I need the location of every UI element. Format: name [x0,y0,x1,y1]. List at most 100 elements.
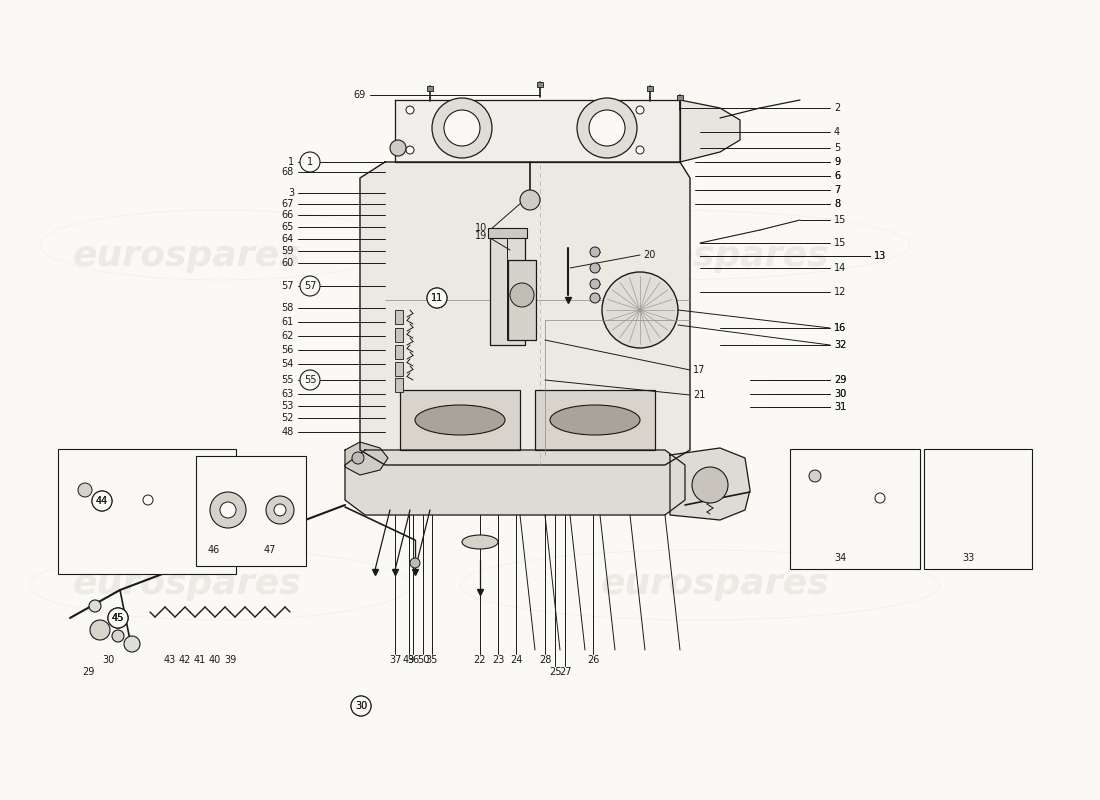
Text: 65: 65 [282,222,294,232]
Text: 15: 15 [834,215,846,225]
Circle shape [406,146,414,154]
Text: 30: 30 [355,701,367,711]
Text: 31: 31 [834,402,846,412]
Circle shape [352,452,364,464]
Circle shape [427,288,447,308]
Bar [647,86,653,91]
Circle shape [351,696,371,716]
Circle shape [89,600,101,612]
Circle shape [108,608,128,628]
Text: 6: 6 [834,171,840,181]
Text: 22: 22 [474,655,486,665]
Text: 41: 41 [194,655,206,665]
Circle shape [406,106,414,114]
Circle shape [92,491,112,511]
Bar [924,449,1032,569]
Text: 8: 8 [834,199,840,209]
Text: 1: 1 [307,157,314,167]
Circle shape [602,272,678,348]
Circle shape [143,495,153,505]
Polygon shape [680,100,740,162]
Text: 35: 35 [426,655,438,665]
Text: 15: 15 [834,238,846,248]
Circle shape [274,504,286,516]
Text: 69: 69 [354,90,366,100]
Circle shape [351,696,371,716]
Bar [395,362,403,376]
Polygon shape [395,100,680,162]
Text: 40: 40 [209,655,221,665]
Text: 52: 52 [282,413,294,423]
Text: 11: 11 [431,293,443,303]
Text: 37: 37 [388,655,401,665]
Text: 16: 16 [834,323,846,333]
Text: eurospares: eurospares [601,567,829,601]
Text: 2: 2 [834,103,840,113]
Circle shape [112,630,124,642]
Circle shape [874,493,886,503]
Text: 9: 9 [834,157,840,167]
Text: 25: 25 [549,667,561,677]
Text: 16: 16 [834,323,846,333]
Bar [535,390,654,450]
Text: 11: 11 [431,293,443,303]
Circle shape [300,370,320,390]
Text: 59: 59 [282,246,294,256]
Circle shape [444,110,480,146]
Circle shape [266,496,294,524]
Text: 61: 61 [282,317,294,327]
Text: 32: 32 [834,340,846,350]
Text: 45: 45 [112,613,124,623]
Polygon shape [360,162,690,465]
Text: 33: 33 [961,553,975,563]
Text: 30: 30 [102,655,114,665]
Text: 39: 39 [224,655,236,665]
Bar [488,228,527,238]
Text: 55: 55 [282,375,294,385]
Text: 7: 7 [834,185,840,195]
Text: 43: 43 [164,655,176,665]
Text: 67: 67 [282,199,294,209]
Ellipse shape [550,405,640,435]
Bar [196,456,306,566]
Text: 24: 24 [509,655,522,665]
Circle shape [92,491,112,511]
Text: eurospares: eurospares [73,239,301,273]
Text: 20: 20 [644,250,656,260]
Circle shape [588,110,625,146]
Text: 19: 19 [475,231,487,241]
Text: 10: 10 [475,223,487,233]
Text: 30: 30 [834,389,846,399]
Circle shape [636,106,644,114]
Circle shape [90,620,110,640]
Polygon shape [345,450,685,515]
Circle shape [410,558,420,568]
Circle shape [520,190,540,210]
Bar [395,310,403,324]
Text: 62: 62 [282,331,294,341]
Text: 26: 26 [586,655,600,665]
Text: 50: 50 [417,655,429,665]
Text: 68: 68 [282,167,294,177]
Circle shape [692,467,728,503]
Text: 13: 13 [874,251,887,261]
Text: 4: 4 [834,127,840,137]
Circle shape [578,98,637,158]
Text: 23: 23 [492,655,504,665]
Text: 29: 29 [81,667,95,677]
Circle shape [590,293,600,303]
Text: 14: 14 [834,263,846,273]
Circle shape [427,288,447,308]
Circle shape [510,283,534,307]
Text: 58: 58 [282,303,294,313]
Circle shape [590,279,600,289]
Text: 29: 29 [834,375,846,385]
Circle shape [210,492,246,528]
Circle shape [390,140,406,156]
Bar [395,345,403,359]
Text: 53: 53 [282,401,294,411]
Text: 6: 6 [834,171,840,181]
Text: eurospares: eurospares [73,567,301,601]
Text: 44: 44 [96,496,108,506]
Text: 57: 57 [282,281,294,291]
